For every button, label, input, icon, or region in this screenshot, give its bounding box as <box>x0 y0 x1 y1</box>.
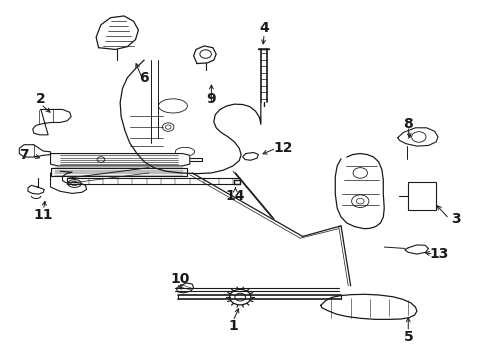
Text: 8: 8 <box>403 117 413 131</box>
Text: 5: 5 <box>403 330 413 344</box>
Text: 6: 6 <box>139 71 149 85</box>
Text: 14: 14 <box>226 189 245 203</box>
Text: 13: 13 <box>430 247 449 261</box>
FancyBboxPatch shape <box>408 182 436 210</box>
Polygon shape <box>50 154 190 166</box>
Text: 12: 12 <box>274 141 293 155</box>
Text: 3: 3 <box>451 212 461 226</box>
Text: 2: 2 <box>36 92 46 106</box>
Text: 4: 4 <box>259 21 269 35</box>
Text: 11: 11 <box>34 208 53 222</box>
Text: 9: 9 <box>207 92 216 106</box>
Text: 7: 7 <box>19 148 29 162</box>
Text: 1: 1 <box>228 319 238 333</box>
Polygon shape <box>50 168 187 176</box>
Text: 10: 10 <box>171 272 190 286</box>
